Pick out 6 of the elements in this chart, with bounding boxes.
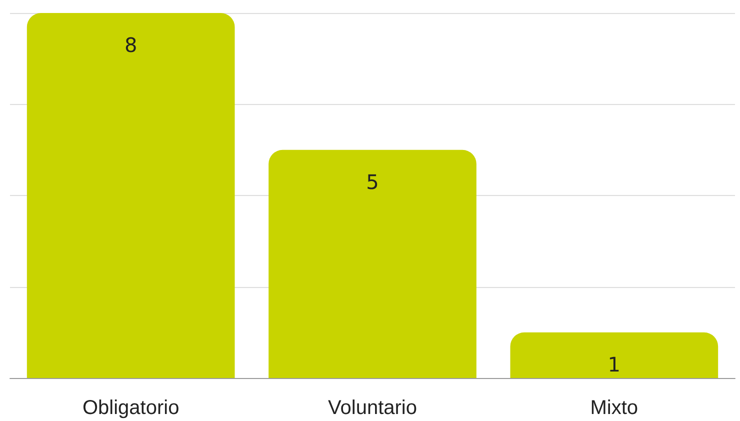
data-label: 8 [124, 33, 138, 57]
x-tick-label: Voluntario [328, 397, 417, 419]
x-tick-label: Mixto [590, 397, 638, 419]
data-label: 1 [608, 352, 621, 376]
data-label: 5 [366, 170, 379, 194]
x-tick-label: Obligatorio [82, 397, 180, 419]
